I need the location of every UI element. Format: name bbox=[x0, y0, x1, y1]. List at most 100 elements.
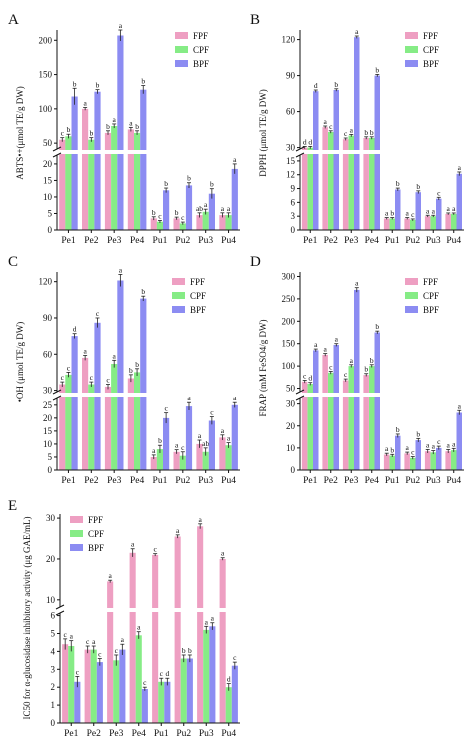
y-tick-label: 15 bbox=[43, 426, 53, 436]
significance-letter: b bbox=[187, 174, 191, 183]
legend-swatch-cpf bbox=[405, 292, 418, 299]
bar-cpf bbox=[389, 218, 395, 230]
axis-break-band bbox=[301, 150, 464, 154]
y-tick-label: 0 bbox=[291, 465, 296, 475]
bar-fpf bbox=[84, 649, 91, 723]
significance-letter: c bbox=[67, 363, 71, 372]
legend-swatch-cpf bbox=[405, 46, 418, 53]
bar-fpf bbox=[59, 139, 66, 230]
significance-letter: c bbox=[164, 404, 168, 413]
y-tick-label: 6 bbox=[51, 611, 56, 621]
bar-cpf bbox=[134, 372, 141, 470]
x-tick-label: Pe2 bbox=[84, 236, 99, 246]
legend-label-bpf: BPF bbox=[88, 543, 104, 553]
y-tick-label: 0 bbox=[291, 225, 296, 235]
x-tick-label: Pe1 bbox=[303, 236, 318, 246]
significance-letter: b bbox=[364, 365, 368, 374]
significance-letter: c bbox=[437, 188, 441, 197]
significance-letter: a bbox=[233, 155, 237, 164]
bar-bpf bbox=[117, 280, 124, 470]
significance-letter: d bbox=[303, 137, 307, 146]
x-tick-label: Pe1 bbox=[303, 476, 318, 486]
y-tick-label: 90 bbox=[43, 313, 53, 323]
significance-letter: b bbox=[375, 322, 379, 331]
significance-letter: b bbox=[334, 80, 338, 89]
y-tick-label: 20 bbox=[43, 159, 53, 169]
bar-fpf bbox=[342, 380, 349, 470]
significance-letter: b bbox=[96, 81, 100, 90]
x-tick-label: Pe3 bbox=[107, 476, 122, 486]
significance-letter: b bbox=[416, 429, 420, 438]
panel-c-tag: C bbox=[8, 254, 18, 270]
bar-fpf bbox=[150, 218, 157, 230]
panel-c-group: C •OH (μmol TE/g DW) bbox=[8, 254, 25, 402]
x-tick-label: Pe3 bbox=[344, 236, 359, 246]
significance-letter: b bbox=[73, 79, 77, 88]
x-tick-label: Pu1 bbox=[154, 729, 169, 737]
significance-letter: a bbox=[121, 635, 125, 644]
significance-letter: b bbox=[396, 179, 400, 188]
significance-letter: a bbox=[109, 571, 113, 580]
break-mark bbox=[52, 146, 62, 152]
significance-letter: c bbox=[64, 630, 68, 639]
significance-letter: a bbox=[119, 21, 123, 30]
y-tick-label: 9 bbox=[291, 184, 296, 194]
legend-swatch-bpf bbox=[175, 60, 188, 67]
y-tick-label: 30 bbox=[286, 399, 296, 409]
bar-bpf bbox=[415, 440, 421, 470]
significance-letter: b bbox=[152, 208, 156, 217]
significance-letter: b bbox=[188, 646, 192, 655]
bar-bpf bbox=[231, 404, 238, 470]
axis-break-band bbox=[58, 393, 240, 397]
significance-letter: c bbox=[233, 653, 237, 662]
significance-letter: a bbox=[205, 617, 209, 626]
bar-bpf bbox=[313, 350, 319, 470]
y-tick-label: 250 bbox=[282, 294, 296, 304]
y-tick-label: 0 bbox=[48, 465, 53, 475]
x-tick-label: Pe1 bbox=[64, 729, 79, 737]
significance-letter: a bbox=[113, 351, 117, 360]
significance-letter: a bbox=[426, 440, 430, 449]
axis-break-band bbox=[301, 393, 464, 397]
break-mark bbox=[55, 610, 65, 616]
bar-cpf bbox=[65, 374, 72, 470]
significance-letter: a bbox=[385, 209, 389, 218]
bar-bpf bbox=[395, 189, 401, 230]
bar-bpf bbox=[163, 190, 170, 230]
significance-letter: a bbox=[350, 356, 354, 365]
significance-letter: c bbox=[329, 122, 333, 131]
bar-fpf bbox=[445, 451, 451, 470]
x-tick-label: Pe1 bbox=[61, 236, 76, 246]
y-tick-label: 50 bbox=[286, 384, 296, 394]
significance-letter: d bbox=[165, 669, 169, 678]
break-mark bbox=[295, 146, 305, 152]
significance-letter: a bbox=[406, 443, 410, 452]
y-tick-label: 100 bbox=[39, 104, 53, 114]
significance-letter: c bbox=[158, 211, 162, 220]
significance-letter: a bbox=[113, 115, 117, 124]
bar-cpf bbox=[111, 126, 118, 230]
y-tick-label: 5 bbox=[48, 208, 53, 218]
y-tick-label: 90 bbox=[286, 71, 296, 81]
bar-bpf bbox=[96, 662, 103, 723]
significance-letter: c bbox=[98, 650, 102, 659]
significance-letter: d bbox=[308, 374, 312, 383]
legend-label-cpf: CPF bbox=[423, 291, 439, 301]
panel-e-plot: ccaacaaaaacacbadccacdbac0123456102030Pe1… bbox=[46, 513, 240, 737]
significance-letter: b bbox=[164, 179, 168, 188]
bar-bpf bbox=[71, 336, 78, 470]
bar-fpf bbox=[301, 381, 308, 470]
significance-letter: c bbox=[154, 545, 158, 554]
bar-bpf bbox=[333, 345, 339, 470]
x-tick-label: Pu1 bbox=[153, 476, 168, 486]
bar-bpf bbox=[164, 681, 171, 723]
significance-letter: d bbox=[308, 137, 312, 146]
legend-swatch-fpf bbox=[405, 32, 418, 39]
bar-fpf bbox=[174, 536, 181, 723]
significance-letter: a bbox=[187, 393, 191, 402]
bar-cpf bbox=[202, 211, 209, 230]
significance-letter: c bbox=[143, 678, 147, 687]
legend-label-bpf: BPF bbox=[423, 305, 439, 315]
significance-letter: d bbox=[227, 675, 231, 684]
